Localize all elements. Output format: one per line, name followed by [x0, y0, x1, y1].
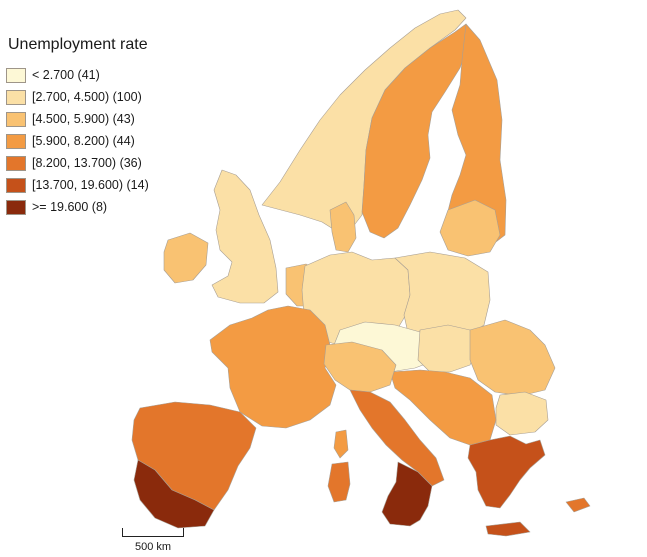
region-bulgaria [495, 391, 549, 436]
region-greece [467, 435, 546, 509]
region-calabria-sicily [381, 461, 433, 527]
region-baltics [439, 199, 501, 257]
legend: Unemployment rate < 2.700 (41) [2.700, 4.… [6, 36, 149, 218]
legend-entries: < 2.700 (41) [2.700, 4.500) (100) [4.500, … [6, 64, 149, 218]
legend-swatch [6, 111, 26, 127]
region-cyprus [565, 497, 591, 513]
legend-label: [2.700, 4.500) (100) [32, 90, 142, 104]
region-hungary-slovakia [417, 324, 479, 373]
region-italy-south [349, 389, 445, 487]
region-sardinia [327, 461, 351, 503]
legend-entry: [8.200, 13.700) (36) [6, 152, 149, 174]
legend-swatch [6, 133, 26, 149]
scale-bar-line [122, 528, 184, 537]
region-andalusia [133, 459, 215, 529]
legend-entry: [4.500, 5.900) (43) [6, 108, 149, 130]
region-france [209, 305, 337, 429]
legend-swatch [6, 177, 26, 193]
scale-bar-label: 500 km [134, 541, 172, 553]
region-corsica [333, 429, 349, 459]
region-iberia [131, 401, 257, 511]
legend-swatch [6, 199, 26, 215]
legend-label: >= 19.600 (8) [32, 200, 108, 214]
region-crete [485, 521, 531, 537]
legend-title: Unemployment rate [8, 36, 148, 53]
legend-label: [13.700, 19.600) (14) [32, 178, 149, 192]
legend-swatch [6, 67, 26, 83]
region-sweden [361, 23, 469, 239]
legend-label: [5.900, 8.200) (44) [32, 134, 135, 148]
legend-swatch [6, 155, 26, 171]
region-denmark [329, 201, 357, 253]
legend-entry: < 2.700 (41) [6, 64, 149, 86]
legend-label: < 2.700 (41) [32, 68, 100, 82]
region-italy-north [323, 341, 397, 393]
legend-entry: [13.700, 19.600) (14) [6, 174, 149, 196]
legend-label: [8.200, 13.700) (36) [32, 156, 142, 170]
region-united-kingdom [211, 169, 279, 304]
legend-entry: [5.900, 8.200) (44) [6, 130, 149, 152]
legend-swatch [6, 89, 26, 105]
legend-label: [4.500, 5.900) (43) [32, 112, 135, 126]
scale-bar: 500 km [122, 528, 184, 553]
region-ireland [163, 232, 209, 284]
region-romania [469, 319, 556, 397]
legend-entry: >= 19.600 (8) [6, 196, 149, 218]
legend-entry: [2.700, 4.500) (100) [6, 86, 149, 108]
